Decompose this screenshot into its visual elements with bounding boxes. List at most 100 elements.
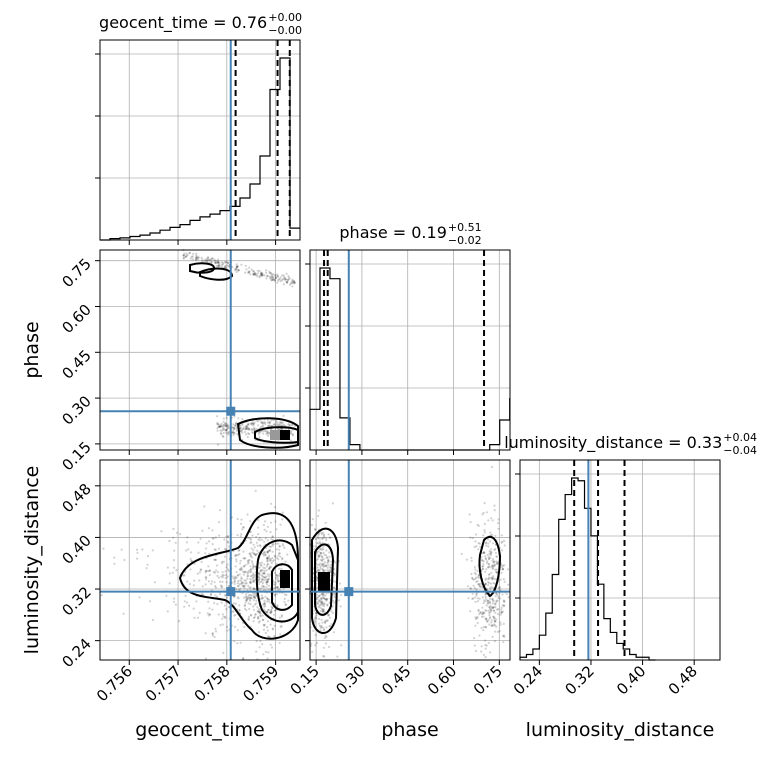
scatter-point-gt-phase: [213, 258, 216, 261]
scatter-point-gt-ld: [258, 646, 261, 649]
scatter-point-gt-ld: [247, 597, 250, 600]
scatter-point-gt-ld: [251, 561, 254, 564]
scatter-point-gt-ld: [242, 570, 245, 573]
scatter-point-phase-ld: [322, 558, 325, 561]
scatter-point-gt-ld: [271, 535, 274, 538]
scatter-point-gt-ld: [211, 543, 214, 546]
scatter-point-phase-ld: [322, 569, 325, 572]
scatter-point-gt-ld: [199, 568, 202, 571]
scatter-point-gt-ld: [246, 572, 249, 575]
scatter-point-phase-ld: [488, 611, 491, 615]
scatter-point-phase-ld: [315, 617, 318, 620]
scatter-point-phase-ld: [314, 538, 318, 541]
scatter-point-gt-ld: [227, 569, 230, 573]
scatter-point-gt-phase: [256, 275, 259, 278]
scatter-point-phase-ld: [492, 560, 495, 564]
scatter-point-gt-ld: [266, 597, 269, 600]
scatter-point-gt-ld: [248, 552, 252, 555]
panel-title-text-phase: phase = 0.19: [339, 223, 446, 242]
density-block-gt-phase-2: [280, 430, 290, 440]
scatter-point-gt-phase: [246, 423, 249, 426]
scatter-point-gt-ld: [261, 575, 264, 578]
scatter-point-phase-ld: [495, 601, 498, 604]
scatter-point-phase-ld: [319, 554, 322, 557]
scatter-point-phase-ld: [486, 602, 489, 605]
panel-title-geocent_time: geocent_time = 0.76 +0.00−0.00: [99, 11, 302, 37]
scatter-point-gt-ld: [231, 610, 234, 613]
scatter-point-gt-ld: [239, 522, 243, 526]
scatter-point-gt-ld: [261, 582, 265, 585]
scatter-point-gt-ld: [266, 556, 269, 559]
scatter-point-gt-phase: [281, 424, 284, 427]
scatter-point-gt-ld: [258, 574, 261, 577]
scatter-point-gt-ld: [245, 596, 248, 599]
scatter-point-phase-ld: [322, 562, 325, 566]
scatter-point-gt-ld: [151, 618, 154, 622]
scatter-point-gt-ld: [231, 575, 234, 578]
scatter-point-phase-ld: [484, 592, 487, 596]
scatter-point-gt-ld: [199, 569, 202, 572]
scatter-point-gt-ld: [243, 585, 246, 588]
scatter-point-phase-ld: [326, 569, 329, 572]
scatter-point-gt-ld: [262, 602, 266, 605]
scatter-point-gt-ld: [266, 657, 269, 660]
scatter-point-phase-ld: [484, 595, 487, 599]
scatter-point-phase-ld: [482, 625, 485, 629]
scatter-point-gt-ld: [266, 629, 269, 632]
scatter-point-gt-ld: [265, 581, 268, 584]
scatter-point-phase-ld: [321, 592, 324, 595]
scatter-point-gt-ld: [208, 540, 211, 543]
scatter-point-gt-ld: [234, 602, 237, 605]
scatter-point-gt-ld: [221, 576, 224, 579]
scatter-point-gt-ld: [271, 544, 274, 547]
scatter-point-gt-phase: [240, 263, 243, 266]
scatter-point-phase-ld: [493, 563, 496, 567]
scatter-point-gt-ld: [275, 574, 278, 577]
scatter-point-gt-phase: [252, 270, 255, 273]
scatter-point-gt-phase: [241, 427, 244, 431]
scatter-point-phase-ld: [497, 518, 500, 521]
scatter-point-gt-ld: [263, 528, 266, 531]
scatter-point-gt-ld: [138, 596, 141, 599]
axes-frame-2-0: [99, 459, 301, 661]
scatter-point-gt-phase: [260, 272, 263, 275]
scatter-point-gt-phase: [270, 274, 273, 277]
scatter-point-gt-ld: [173, 597, 176, 600]
scatter-point-gt-phase: [276, 273, 279, 276]
scatter-point-gt-ld: [204, 657, 208, 660]
scatter-point-phase-ld: [484, 578, 487, 581]
scatter-point-gt-ld: [279, 633, 282, 636]
scatter-point-gt-ld: [252, 595, 256, 598]
scatter-point-gt-phase: [248, 432, 251, 436]
scatter-point-gt-ld: [252, 566, 255, 569]
scatter-point-gt-ld: [264, 595, 267, 598]
scatter-point-gt-ld: [282, 544, 285, 547]
scatter-point-gt-phase: [211, 257, 214, 260]
scatter-point-phase-ld: [490, 606, 493, 609]
scatter-point-phase-ld: [488, 552, 491, 555]
scatter-point-phase-ld: [491, 624, 494, 627]
scatter-point-gt-phase: [224, 422, 227, 425]
scatter-point-phase-ld: [321, 537, 324, 540]
scatter-point-gt-ld: [242, 557, 245, 560]
scatter-point-gt-ld: [249, 580, 252, 583]
scatter-point-gt-ld: [274, 583, 277, 586]
scatter-point-phase-ld: [497, 597, 500, 600]
scatter-point-gt-phase: [197, 255, 200, 258]
scatter-point-phase-ld: [487, 563, 490, 566]
scatter-point-phase-ld: [499, 578, 502, 581]
scatter-point-phase-ld: [321, 537, 324, 541]
scatter-point-phase-ld: [329, 536, 332, 539]
scatter-point-phase-ld: [318, 605, 321, 608]
scatter-point-gt-phase: [275, 421, 278, 424]
scatter-point-phase-ld: [322, 654, 325, 658]
scatter-point-gt-ld: [213, 635, 216, 639]
scatter-point-gt-ld: [258, 612, 261, 615]
scatter-point-phase-ld: [491, 578, 494, 581]
scatter-point-gt-phase: [186, 253, 189, 257]
scatter-point-phase-ld: [488, 573, 491, 576]
contour-gt-phase-d: [254, 426, 299, 444]
scatter-point-phase-ld: [323, 598, 327, 601]
scatter-point-gt-ld: [204, 583, 207, 586]
scatter-point-gt-ld: [262, 554, 265, 557]
